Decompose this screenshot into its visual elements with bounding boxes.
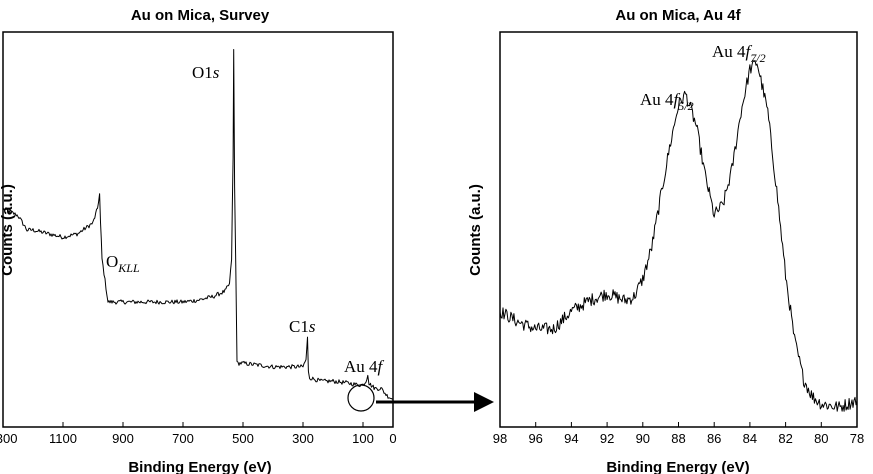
au4f-x-tick-label: 84 [743,431,757,446]
survey-x-tick-label: 100 [352,431,374,446]
annotation-au4f: Au 4f [344,357,385,376]
survey-x-tick-label: 900 [112,431,134,446]
survey-x-axis-label: Binding Energy (eV) [128,459,271,474]
survey-panel: Au on Mica, Survey 130011009007005003001… [0,7,397,474]
au4f-x-tick-label: 82 [778,431,792,446]
au4f-x-tick-label: 86 [707,431,721,446]
au4f-x-tick-label: 80 [814,431,828,446]
au4f-x-tick-label: 88 [671,431,685,446]
survey-plot-frame [2,31,394,428]
au4f-spectrum-line [499,59,858,412]
au4f-panel: Au on Mica, Au 4f 98 96 94 92 90 88 86 84 82 80 78… [467,7,864,474]
au4f-x-tick-label: 90 [636,431,650,446]
annotation-au4f72: Au 4f7/2 [712,42,766,65]
survey-x-tick-label: 500 [232,431,254,446]
zoom-arrow [376,392,494,412]
annotation-c1s: C1s [289,317,316,336]
annotation-o1s: O1s [192,63,220,82]
au4f-x-axis-label: Binding Energy (eV) [606,459,749,474]
au4f-title: Au on Mica, Au 4f [615,7,741,24]
survey-x-tick-labels: 1300 1100 900 700 500 300 100 0 [0,431,397,446]
au4f-x-tick-labels: 98 96 94 92 90 88 86 84 82 80 78 [493,431,864,446]
annotation-okll: OKLL [106,252,140,275]
au4f-x-tick-label: 98 [493,431,507,446]
survey-x-tick-label: 0 [389,431,396,446]
zoom-arrow-head [474,392,494,412]
au4f-x-tick-label: 94 [564,431,578,446]
survey-title: Au on Mica, Survey [131,7,270,24]
au4f-x-tick-label: 78 [850,431,864,446]
survey-y-axis-label: Counts (a.u.) [0,184,16,276]
survey-x-tick-label: 300 [292,431,314,446]
survey-x-tick-label: 700 [172,431,194,446]
survey-x-tick-label: 1300 [0,431,17,446]
au4f-x-tick-label: 96 [528,431,542,446]
annotation-au4f52: Au 4f5/2 [640,90,694,113]
survey-x-ticks [2,422,394,427]
au4f-x-ticks [499,422,858,427]
au4f-y-axis-label: Counts (a.u.) [467,184,484,276]
au4f-plot-frame [499,31,858,428]
au4f-zoom-circle [347,384,375,412]
survey-x-tick-label: 1100 [49,431,77,446]
survey-spectrum-line [2,49,394,400]
au4f-x-tick-label: 92 [600,431,614,446]
